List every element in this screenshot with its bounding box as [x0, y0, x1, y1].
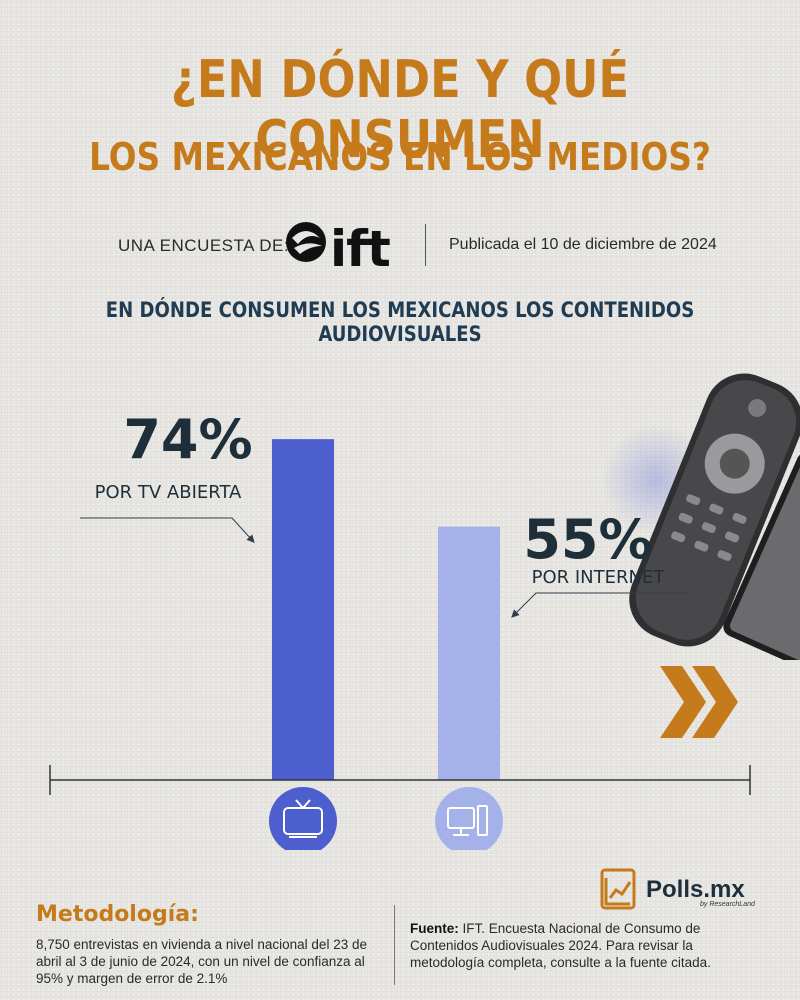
source-text: IFT. Encuesta Nacional de Consumo de Con…	[410, 921, 711, 970]
tv-icon	[269, 787, 337, 850]
remote-control-icon	[601, 373, 800, 660]
title-line-1: ¿EN DÓNDE Y QUÉ CONSUMEN	[170, 50, 630, 170]
source-label: Fuente:	[410, 921, 459, 936]
ift-logo-icon	[286, 222, 326, 262]
label-connector-internet	[511, 592, 688, 618]
survey-label: UNA ENCUESTA DE:	[118, 236, 290, 255]
footer-divider	[394, 905, 395, 985]
value-label-internet: 55%	[523, 508, 652, 571]
header-divider	[425, 224, 426, 266]
published-date: Publicada el 10 de diciembre de 2024	[449, 236, 717, 253]
brand-tagline: by ResearchLand	[700, 901, 755, 908]
polls-logo-icon	[600, 868, 636, 910]
source-block: Fuente: IFT. Encuesta Nacional de Consum…	[410, 920, 770, 971]
computer-icon	[435, 787, 503, 850]
category-label-internet: POR INTERNET	[532, 567, 666, 588]
title-line-2: LOS MEXICANOS EN LOS MEDIOS?	[89, 135, 711, 179]
double-chevron-right-icon	[660, 666, 738, 738]
label-connector-tv	[80, 517, 255, 543]
bar-tv-abierta	[272, 439, 334, 780]
methodology-text: 8,750 entrevistas en vivienda a nivel na…	[36, 937, 367, 986]
bar-chart: 74% POR TV ABIERTA 55% POR INTERNET	[49, 408, 751, 850]
bar-internet	[438, 526, 500, 780]
category-label-tv: POR TV ABIERTA	[95, 482, 242, 503]
value-label-tv: 74%	[123, 408, 252, 471]
ift-logo-text: ift	[330, 220, 391, 278]
brand-name: Polls.mx	[646, 876, 745, 903]
methodology-title: Metodología:	[36, 902, 199, 927]
chart-subtitle: EN DÓNDE CONSUMEN LOS MEXICANOS LOS CONT…	[105, 298, 695, 346]
